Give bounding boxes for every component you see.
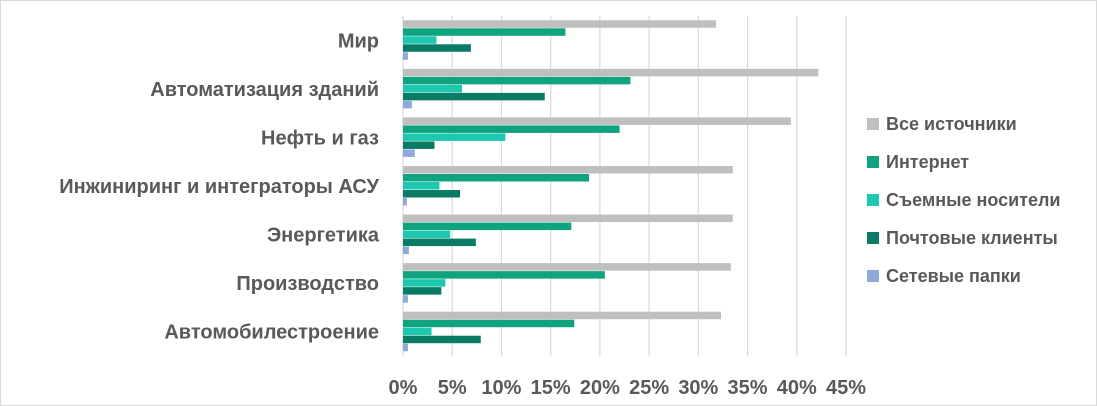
bar [403, 246, 409, 255]
bar [403, 182, 440, 190]
x-tick-label: 45% [826, 377, 866, 399]
bar [403, 238, 476, 247]
bar [403, 28, 566, 36]
legend: Все источники Интернет Съемные носители Поч… [867, 114, 1061, 286]
bar [403, 52, 408, 60]
bar [403, 166, 733, 174]
x-tick-label: 5% [438, 377, 467, 399]
bar [403, 174, 590, 182]
bar [403, 327, 432, 336]
bar [403, 190, 461, 198]
legend-swatch [867, 270, 879, 282]
bar [403, 92, 545, 101]
x-tick-label: 10% [481, 377, 521, 399]
legend-swatch [867, 194, 879, 206]
category-label: Нефть и газ [261, 127, 379, 149]
x-tick-label: 0% [389, 377, 418, 399]
bar [403, 133, 506, 141]
x-tick-label: 20% [580, 377, 620, 399]
bar [403, 287, 442, 295]
bar [403, 100, 412, 109]
category-label: Автоматизация зданий [150, 79, 379, 101]
bar [403, 36, 437, 44]
bar [403, 343, 408, 352]
bar [403, 20, 717, 28]
bar [403, 271, 605, 279]
legend-label: Все источники [886, 114, 1017, 134]
legend-swatch [867, 118, 879, 130]
bar [403, 84, 463, 93]
bar [403, 44, 471, 52]
bar [403, 68, 819, 77]
bar [403, 222, 572, 231]
x-tick-label: 35% [728, 377, 768, 399]
bar [403, 295, 408, 303]
x-tick-label: 30% [678, 377, 718, 399]
bar [403, 214, 733, 223]
category-label: Производство [236, 273, 379, 295]
x-tick-label: 40% [777, 377, 817, 399]
bar [403, 125, 620, 133]
category-label: Автомобилестроение [164, 322, 379, 344]
bar [403, 76, 631, 85]
bar [403, 335, 481, 344]
category-label: Мир [338, 30, 379, 52]
bar [403, 279, 446, 287]
legend-label: Почтовые клиенты [886, 228, 1058, 248]
bars [403, 20, 819, 352]
bar [403, 230, 451, 239]
bar [403, 117, 791, 125]
x-tick-label: 15% [531, 377, 571, 399]
category-label: Энергетика [267, 225, 380, 247]
legend-swatch [867, 156, 879, 168]
bar [403, 141, 435, 149]
x-tick-label: 25% [629, 377, 669, 399]
bar [403, 263, 731, 271]
category-label: Инжиниринг и интеграторы АСУ [59, 176, 379, 198]
legend-label: Съемные носители [886, 190, 1061, 210]
legend-label: Интернет [886, 152, 969, 172]
bar [403, 198, 407, 206]
x-axis-tick-labels: 0% 5% 10% 15% 20% 25% 30% 35% 40% 45% [389, 377, 867, 399]
bar [403, 311, 721, 320]
legend-swatch [867, 232, 879, 244]
category-labels: Мир Автоматизация зданий Нефть и газ Инжини… [59, 30, 380, 343]
legend-label: Сетевые папки [886, 266, 1021, 286]
gridlines [402, 16, 847, 356]
bar [403, 319, 575, 328]
bar [403, 149, 415, 157]
